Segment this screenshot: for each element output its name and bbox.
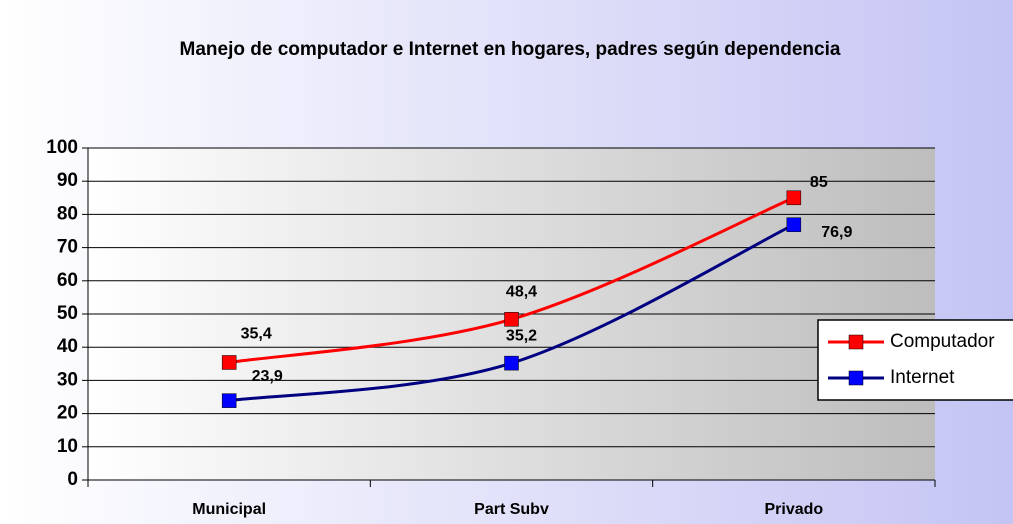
legend-label: Internet [890, 367, 955, 388]
data-label: 35,4 [241, 326, 272, 343]
marker [504, 312, 519, 327]
data-label: 23,9 [252, 368, 283, 385]
data-label: 48,4 [506, 284, 537, 301]
x-tick-label: Privado [764, 501, 823, 518]
marker [221, 355, 237, 370]
marker [221, 393, 237, 408]
marker [786, 190, 802, 206]
y-tick-label: 50 [57, 303, 78, 324]
x-tick-label: Part Subv [474, 501, 549, 518]
y-tick-label: 20 [57, 403, 78, 424]
x-tick-label: Municipal [192, 501, 266, 518]
data-label: 76,9 [821, 224, 852, 241]
y-tick-label: 40 [57, 336, 78, 357]
data-label: 85 [810, 174, 828, 191]
legend-label: Computador [890, 331, 995, 352]
y-tick-label: 30 [57, 369, 78, 390]
y-tick-label: 100 [46, 137, 78, 158]
marker [504, 355, 519, 371]
y-tick-label: 90 [57, 170, 78, 191]
y-tick-label: 10 [57, 436, 78, 457]
y-tick-label: 70 [57, 237, 78, 258]
data-label: 35,2 [506, 327, 537, 344]
legend-box [817, 319, 1013, 401]
y-tick-label: 80 [57, 203, 78, 224]
y-tick-label: 60 [57, 270, 78, 291]
legend-marker [848, 370, 864, 386]
y-tick-label: 0 [67, 469, 78, 490]
chart-title: Manejo de computador e Internet en hogar… [179, 39, 841, 60]
legend-marker [848, 334, 864, 350]
marker [786, 217, 802, 232]
